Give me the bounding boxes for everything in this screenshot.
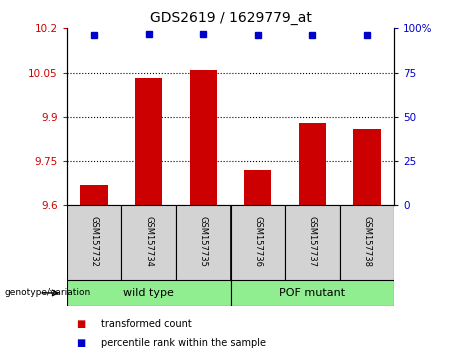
Text: GSM157737: GSM157737 [308, 216, 317, 268]
Text: percentile rank within the sample: percentile rank within the sample [101, 338, 266, 348]
Bar [230, 280, 394, 306]
Text: GSM157734: GSM157734 [144, 216, 153, 267]
Bar [176, 205, 230, 280]
Bar [121, 205, 176, 280]
Text: GSM157732: GSM157732 [89, 216, 99, 267]
Text: GSM157735: GSM157735 [199, 216, 208, 267]
Text: ■: ■ [76, 338, 85, 348]
Bar [244, 170, 272, 205]
Bar [285, 205, 340, 280]
Bar [135, 79, 162, 205]
Bar [67, 280, 230, 306]
Text: ■: ■ [76, 319, 85, 329]
Bar [189, 70, 217, 205]
Text: GSM157736: GSM157736 [253, 216, 262, 268]
Bar [67, 205, 121, 280]
Bar [353, 129, 380, 205]
Text: wild type: wild type [123, 288, 174, 298]
Bar [299, 123, 326, 205]
Bar [340, 205, 394, 280]
Bar [81, 185, 108, 205]
Text: POF mutant: POF mutant [279, 288, 345, 298]
Title: GDS2619 / 1629779_at: GDS2619 / 1629779_at [149, 11, 312, 24]
Text: GSM157738: GSM157738 [362, 216, 372, 268]
Text: transformed count: transformed count [101, 319, 192, 329]
Text: genotype/variation: genotype/variation [5, 289, 91, 297]
Bar [230, 205, 285, 280]
